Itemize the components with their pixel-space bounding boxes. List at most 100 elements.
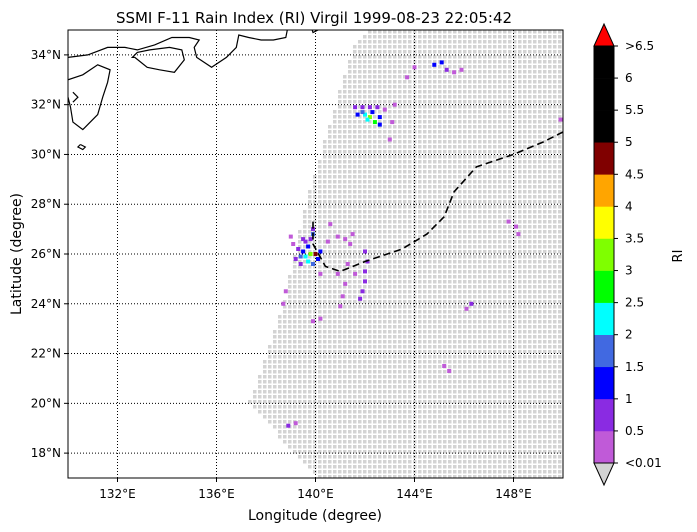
rain-point [340,294,345,299]
rain-point [447,369,452,373]
rain-point [360,105,365,110]
colorbar-tick-label: 2 [625,328,633,342]
rain-point [382,107,387,112]
x-tick-label: 144°E [396,487,433,501]
coastline-segment [76,143,87,151]
coastline-segment [68,30,288,69]
rain-point [306,244,311,249]
storm-track [312,131,563,273]
colorbar-ticks: <0.01 0.5 1 1.5 2 2.5 3 3.5 4 4.5 5 5.5 6 >6.5 [614,39,662,470]
rain-point [363,112,367,117]
rain-point [328,222,333,227]
colorbar [593,22,615,487]
colorbar-segment [594,142,614,175]
colorbar-over-triangle [593,22,615,47]
rain-point [464,306,469,311]
coastline-segment [68,64,111,131]
colorbar-tick-label: >6.5 [625,39,654,53]
colorbar-tick-label: 5.5 [625,103,644,117]
y-axis-ticks: 18°N 20°N 22°N 24°N 26°N 28°N 30°N 32°N 34°N [31,48,68,460]
rain-point [506,219,511,224]
rain-point [281,301,286,306]
rain-point [308,237,313,242]
rain-point [432,62,437,67]
rain-point [296,247,301,251]
chart-title: SSMI F-11 Rain Index (RI) Virgil 1999-08… [116,9,512,27]
rain-point [343,281,348,286]
colorbar-tick-label: 2.5 [625,296,644,310]
colorbar-segment [594,398,614,432]
rain-point [301,237,306,242]
y-tick-label: 34°N [31,48,61,62]
rain-point [412,65,417,70]
rain-point [311,227,315,232]
rain-point [318,249,323,254]
rain-point [350,232,355,237]
colorbar-tick-label: 1 [625,392,633,406]
rain-point [363,249,367,254]
rain-point [316,257,320,261]
rain-point [516,232,521,237]
rain-point [293,421,298,426]
rain-point [469,301,474,306]
rain-point [444,67,449,72]
y-tick-label: 24°N [31,297,61,311]
rain-point [405,75,410,80]
rain-point [439,60,444,65]
rain-point [353,271,358,276]
y-tick-label: 26°N [31,247,61,261]
rain-point [367,105,372,110]
rain-point [286,423,291,428]
rain-point [459,67,464,72]
colorbar-segment [594,174,614,207]
colorbar-frame [593,45,615,464]
colorbar-segment [594,110,614,143]
rain-point [372,120,377,125]
coastline-segment [72,91,79,103]
rain-point [363,279,367,284]
colorbar-segment [594,46,614,79]
rain-point [363,269,367,274]
rain-point [303,254,308,259]
colorbar-segment [594,206,614,239]
colorbar-segment [594,302,614,335]
rain-point [343,237,348,242]
y-tick-label: 32°N [31,98,61,112]
x-axis-label: Longitude (degree) [248,508,382,524]
y-tick-label: 30°N [31,147,61,161]
rain-point [387,137,392,142]
satellite-swath [248,30,563,478]
rain-point [291,242,296,246]
colorbar-tick-label: 3 [625,264,633,278]
y-tick-label: 18°N [31,446,61,460]
colorbar-segment [594,238,614,271]
colorbar-under-triangle [593,462,615,487]
colorbar-tick-label: <0.01 [625,456,662,470]
rain-point [367,115,372,120]
y-tick-label: 28°N [31,197,61,211]
rain-point [298,262,303,266]
colorbar-segment [594,334,614,368]
rain-point [311,262,315,266]
y-tick-label: 20°N [31,396,61,410]
rain-point [308,252,313,256]
rain-point [301,249,306,254]
rain-point [298,254,303,259]
rain-point [283,289,288,294]
colorbar-tick-label: 6 [625,71,633,85]
x-axis-ticks: 132°E 136°E 140°E 144°E 148°E [99,478,532,501]
rain-point [390,120,395,125]
rain-point [348,242,353,246]
y-axis-label: Latitude (degree) [9,193,25,315]
rain-point [335,234,340,239]
colorbar-segment [594,270,614,303]
rain-point [335,271,340,276]
colorbar-tick-label: 3.5 [625,231,644,245]
rain-point [392,102,397,107]
rain-point [338,304,343,309]
rain-point [318,271,323,276]
rain-point [442,364,447,368]
rain-points [281,60,563,428]
rain-point [355,112,360,117]
